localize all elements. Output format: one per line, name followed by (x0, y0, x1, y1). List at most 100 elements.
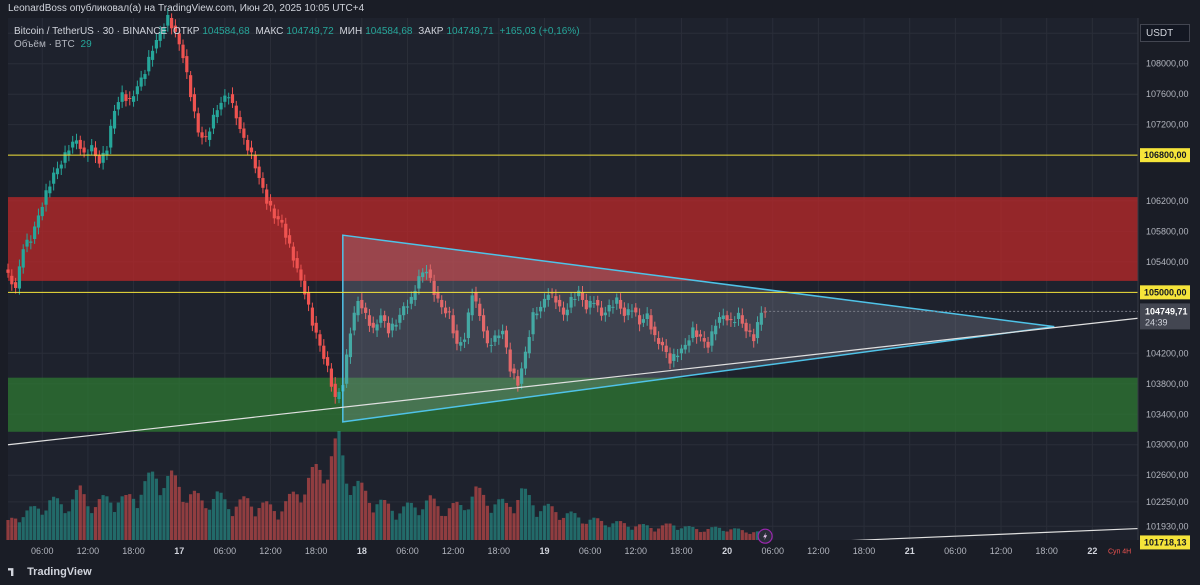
candle-body (242, 128, 246, 138)
level-price-badge-label: 105000,00 (1144, 287, 1187, 297)
candle-body (63, 152, 67, 163)
volume-bar (40, 514, 44, 540)
time-tick-label: 12:00 (442, 546, 465, 556)
volume-bar (596, 518, 600, 540)
volume-bar (740, 530, 744, 540)
candle-body (733, 322, 737, 324)
volume-bar (48, 500, 52, 540)
volume-bar (261, 502, 265, 540)
candle-body (561, 307, 566, 315)
candle-body (29, 241, 33, 243)
volume-legend: Объём · BTC 29 (14, 39, 95, 50)
volume-bar (721, 530, 725, 540)
volume-bar (246, 498, 250, 540)
volume-bar (497, 499, 501, 540)
candle-body (565, 309, 569, 316)
volume-bar (196, 493, 200, 540)
candle-body (668, 353, 672, 364)
time-tick-label: 20 (722, 546, 732, 556)
volume-bar (86, 506, 90, 540)
candle-body (451, 315, 455, 334)
candle-body (394, 324, 398, 327)
candle-body (181, 44, 185, 59)
candle-body (455, 330, 459, 344)
volume-bar (546, 503, 550, 540)
candle-body (208, 131, 212, 140)
volume-bar (493, 504, 497, 540)
candle-body (211, 114, 216, 129)
candle-body (74, 140, 79, 144)
volume-bar (729, 529, 733, 540)
volume-bar (52, 496, 56, 540)
time-tick-label: 21 (905, 546, 915, 556)
volume-bar (649, 528, 653, 540)
volume-bar (93, 507, 98, 540)
volume-bar (291, 491, 295, 540)
candle-body (314, 322, 318, 333)
candle-body (158, 32, 162, 41)
candle-body (459, 342, 463, 346)
volume-bar (67, 511, 71, 540)
candle-body (219, 102, 223, 110)
volume-bar (405, 502, 410, 540)
currency-badge[interactable]: USDT (1140, 24, 1190, 42)
candle-body (223, 95, 227, 102)
volume-bar (603, 525, 607, 540)
candle-body (196, 113, 200, 133)
candle-body (97, 155, 101, 164)
candle-body (405, 306, 410, 308)
volume-bar (242, 496, 246, 540)
volume-bar (618, 521, 623, 540)
candle-body (44, 190, 48, 205)
candle-body (485, 330, 489, 344)
volume-bar (367, 502, 372, 540)
candle-body (421, 272, 425, 278)
candle-body (101, 152, 105, 163)
candle-body (398, 314, 402, 323)
volume-label[interactable]: Объём · BTC (14, 39, 75, 50)
low-value: 104584,68 (365, 26, 413, 37)
volume-bar (284, 501, 288, 540)
volume-bar (223, 499, 227, 540)
candle-body (352, 312, 356, 331)
volume-bar (736, 528, 741, 540)
candle-body (706, 341, 710, 348)
volume-bar (234, 506, 238, 540)
volume-bar (227, 509, 231, 540)
candle-body (679, 348, 684, 354)
volume-bar (691, 526, 695, 540)
volume-bar (97, 499, 101, 540)
candle-body (508, 349, 512, 372)
candle-body (729, 319, 733, 321)
candle-body (493, 335, 497, 342)
volume-bar (698, 532, 703, 540)
candle-body (291, 246, 295, 261)
candle-body (6, 269, 10, 273)
candle-body (660, 341, 665, 346)
volume-bar (660, 525, 665, 540)
volume-bar (535, 516, 539, 540)
volume-bar (345, 483, 349, 540)
volume-bar (428, 495, 432, 540)
time-tick-label: 18:00 (853, 546, 876, 556)
level-price-badge-label: 106800,00 (1144, 150, 1187, 160)
candle-body (520, 368, 524, 384)
symbol-name[interactable]: Bitcoin / TetherUS · 30 · BINANCE (14, 26, 168, 37)
volume-bar (657, 528, 661, 540)
candle-body (109, 125, 113, 148)
volume-bar (554, 512, 558, 540)
volume-bar (645, 525, 649, 540)
candle-body (516, 376, 520, 386)
volume-bar (417, 515, 421, 540)
candle-body (33, 226, 37, 239)
volume-bar (364, 490, 368, 540)
candle-body (440, 299, 444, 308)
candle-body (402, 306, 406, 316)
volume-bar (504, 502, 509, 540)
candle-body (356, 300, 360, 316)
volume-bar (36, 508, 41, 540)
candle-body (166, 14, 170, 26)
candle-body (112, 110, 117, 129)
candle-body (447, 311, 451, 313)
